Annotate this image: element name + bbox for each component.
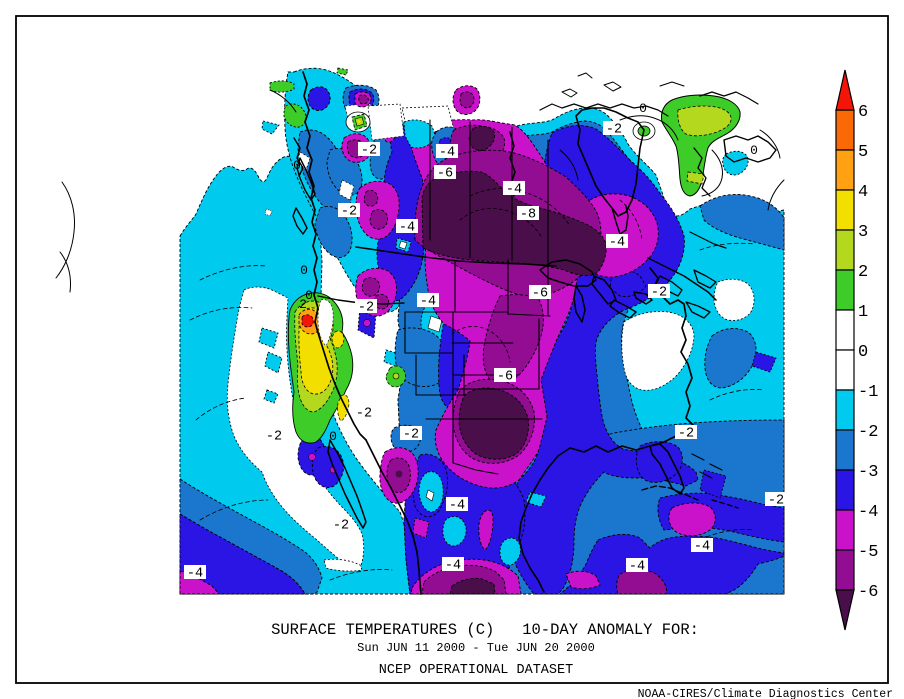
- svg-text:-4: -4: [858, 503, 878, 522]
- svg-text:0: 0: [639, 101, 647, 116]
- svg-text:-1: -1: [858, 383, 878, 402]
- svg-text:-2: -2: [651, 286, 667, 301]
- svg-text:-6: -6: [497, 370, 513, 385]
- svg-text:-4: -4: [506, 183, 522, 198]
- svg-text:-2: -2: [606, 123, 622, 138]
- svg-text:-4: -4: [694, 540, 710, 555]
- svg-text:-4: -4: [420, 295, 436, 310]
- svg-text:-2: -2: [266, 430, 282, 445]
- svg-text:-4: -4: [439, 146, 455, 161]
- svg-text:-2: -2: [858, 423, 878, 442]
- svg-text:-6: -6: [858, 583, 878, 602]
- svg-text:4: 4: [858, 183, 868, 202]
- svg-text:-5: -5: [858, 543, 878, 562]
- svg-text:0: 0: [750, 143, 758, 158]
- svg-text:Sun JUN 11 2000 - Tue JUN 20 2: Sun JUN 11 2000 - Tue JUN 20 2000: [357, 641, 595, 655]
- svg-text:5: 5: [858, 143, 868, 162]
- svg-text:0: 0: [300, 263, 308, 278]
- svg-text:-3: -3: [858, 463, 878, 482]
- svg-text:-2: -2: [768, 494, 784, 509]
- svg-text:-4: -4: [187, 567, 203, 582]
- svg-text:-2: -2: [333, 519, 349, 534]
- svg-text:-4: -4: [629, 560, 645, 575]
- svg-text:-8: -8: [520, 208, 536, 223]
- svg-text:-2: -2: [678, 427, 694, 442]
- svg-text:-4: -4: [609, 236, 625, 251]
- svg-text:0: 0: [858, 343, 868, 362]
- svg-text:NCEP OPERATIONAL DATASET: NCEP OPERATIONAL DATASET: [379, 663, 573, 678]
- svg-text:0: 0: [305, 288, 313, 303]
- svg-text:6: 6: [858, 103, 868, 122]
- svg-text:3: 3: [858, 223, 868, 242]
- svg-text:-6: -6: [437, 167, 453, 182]
- svg-text:0: 0: [293, 158, 301, 173]
- svg-text:-2: -2: [361, 144, 377, 159]
- svg-text:SURFACE TEMPERATURES (C) 10-: SURFACE TEMPERATURES (C) 10-DAY ANOMALY …: [271, 621, 699, 639]
- svg-text:-6: -6: [532, 287, 548, 302]
- svg-text:-2: -2: [403, 428, 419, 443]
- svg-text:2: 2: [858, 263, 868, 282]
- svg-text:0: 0: [329, 429, 337, 444]
- svg-text:-4: -4: [449, 499, 465, 514]
- svg-text:2: 2: [299, 297, 307, 312]
- svg-text:-2: -2: [356, 407, 372, 422]
- svg-text:1: 1: [858, 303, 868, 322]
- svg-text:NOAA-CIRES/Climate Diagnostics: NOAA-CIRES/Climate Diagnostics Center: [638, 688, 893, 699]
- svg-text:-2: -2: [358, 301, 374, 316]
- svg-text:-2: -2: [341, 205, 357, 220]
- svg-text:-4: -4: [399, 221, 415, 236]
- svg-text:-4: -4: [445, 559, 461, 574]
